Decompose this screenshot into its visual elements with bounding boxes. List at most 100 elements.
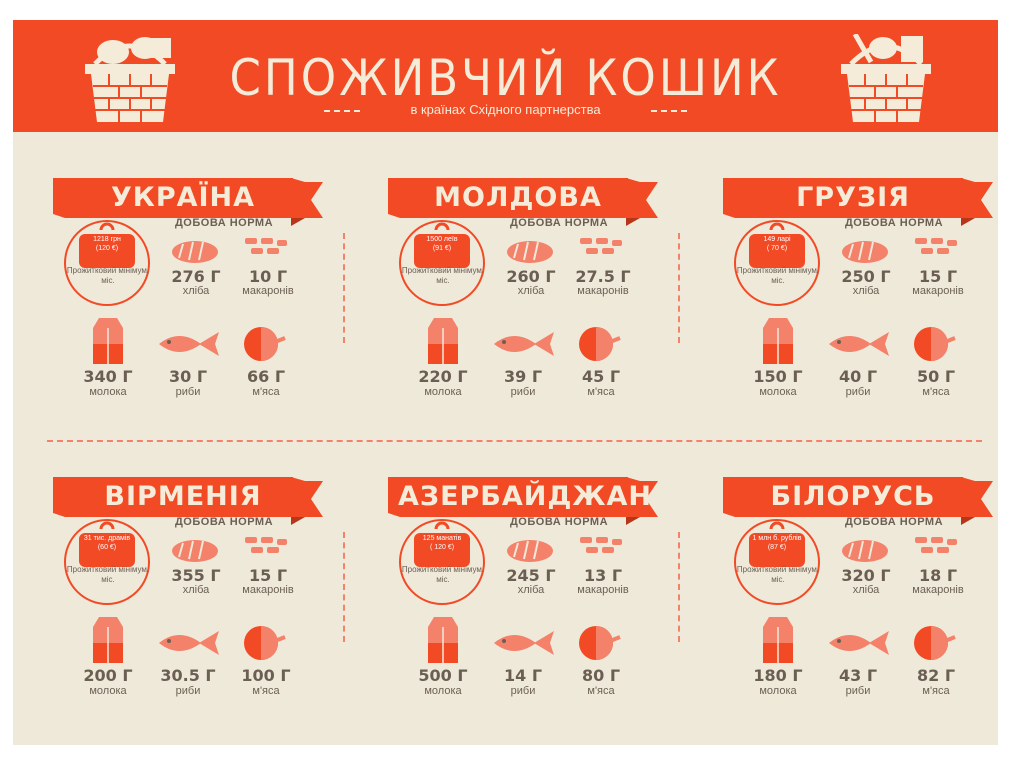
min-income-value: 149 ларі ( 70 €) xyxy=(751,235,803,253)
country-panel: ВІРМЕНІЯ 31 тис. драмів (60 €) Прожитков… xyxy=(53,467,353,717)
bread-icon xyxy=(842,241,888,263)
meat-label: м'яса xyxy=(252,386,280,398)
milk-icon xyxy=(428,318,458,364)
min-income-euro: (60 €) xyxy=(97,544,117,551)
fish-value: 30 Г xyxy=(168,367,208,386)
bread-icon xyxy=(842,540,888,562)
meat-icon xyxy=(579,626,621,660)
fish-icon xyxy=(159,631,219,655)
bread-value: 245 Г xyxy=(506,566,556,585)
min-income-value: 125 манатів ( 120 €) xyxy=(416,534,468,552)
dash-divider xyxy=(324,109,361,112)
country-name: МОЛДОВА xyxy=(434,182,602,213)
fish-icon xyxy=(829,332,889,356)
row-divider xyxy=(47,440,982,442)
pasta-value: 15 Г xyxy=(248,566,288,585)
milk-value: 150 Г xyxy=(753,367,803,386)
page-subtitle: в країнах Східного партнерства xyxy=(410,102,601,117)
pasta-label: макаронів xyxy=(242,584,294,596)
min-income-euro: (120 €) xyxy=(95,245,119,252)
country-ribbon xyxy=(388,178,658,226)
page-title: СПОЖИВЧИЙ КОШИК xyxy=(229,49,782,107)
fish-icon xyxy=(494,332,554,356)
min-income-amount: 1 млн б. рублів xyxy=(752,535,802,542)
purse-icon xyxy=(399,220,485,306)
fish-label: риби xyxy=(510,386,536,398)
pasta-label: макаронів xyxy=(912,584,964,596)
min-income-value: 31 тис. драмів (60 €) xyxy=(81,534,133,552)
meat-label: м'яса xyxy=(587,386,615,398)
meat-value: 50 Г xyxy=(916,367,956,386)
country-ribbon xyxy=(388,477,658,525)
daily-norm-label: ДОБОВА НОРМА xyxy=(174,516,274,528)
bread-icon xyxy=(172,241,218,263)
infographic-poster: СПОЖИВЧИЙ КОШИК в країнах Східного партн… xyxy=(13,20,998,745)
min-income-euro: ( 120 €) xyxy=(429,544,455,551)
milk-value: 220 Г xyxy=(418,367,468,386)
min-income-amount: 125 манатів xyxy=(422,535,462,542)
milk-label: молока xyxy=(424,386,462,398)
fish-label: риби xyxy=(175,685,201,697)
pasta-icon xyxy=(245,537,287,553)
daily-norm-label: ДОБОВА НОРМА xyxy=(844,217,944,229)
milk-icon xyxy=(428,617,458,663)
pasta-icon xyxy=(245,238,287,254)
milk-label: молока xyxy=(424,685,462,697)
country-name: УКРАЇНА xyxy=(110,182,256,213)
country-ribbon xyxy=(723,178,993,226)
bread-icon xyxy=(172,540,218,562)
country-panel: БІЛОРУСЬ 1 млн б. рублів (87 €) Прожитко… xyxy=(723,467,998,717)
bread-label: хліба xyxy=(182,584,210,596)
milk-icon xyxy=(763,617,793,663)
bread-value: 355 Г xyxy=(171,566,221,585)
min-income-caption: Прожитковий мінімум, міс. xyxy=(66,266,150,285)
min-income-amount: 1500 леїв xyxy=(426,236,458,243)
pasta-value: 15 Г xyxy=(918,267,958,286)
milk-label: молока xyxy=(759,386,797,398)
basket-icon xyxy=(841,34,931,122)
milk-icon xyxy=(93,617,123,663)
bread-value: 260 Г xyxy=(506,267,556,286)
min-income-caption: Прожитковий мінімум, міс. xyxy=(401,565,485,584)
min-income-euro: ( 70 €) xyxy=(766,245,788,252)
country-name: ГРУЗІЯ xyxy=(796,182,910,213)
min-income-caption: Прожитковий мінімум, міс. xyxy=(736,565,820,584)
meat-label: м'яса xyxy=(922,685,950,697)
bread-label: хліба xyxy=(517,584,545,596)
min-income-amount: 1218 грн xyxy=(93,236,121,243)
country-panel: АЗЕРБАЙДЖАН 125 манатів ( 120 €) Прожитк… xyxy=(388,467,688,717)
country-panel: УКРАЇНА 1218 грн (120 €) Прожитковий мін… xyxy=(53,168,353,418)
pasta-value: 10 Г xyxy=(248,267,288,286)
pasta-label: макаронів xyxy=(577,285,629,297)
milk-icon xyxy=(93,318,123,364)
purse-icon xyxy=(64,519,150,605)
column-divider xyxy=(678,532,680,642)
min-income-value: 1 млн б. рублів (87 €) xyxy=(751,534,803,552)
pasta-label: макаронів xyxy=(912,285,964,297)
meat-icon xyxy=(914,327,956,361)
meat-label: м'яса xyxy=(587,685,615,697)
fish-value: 14 Г xyxy=(503,666,543,685)
dash-divider xyxy=(650,109,687,112)
basket-icon xyxy=(85,37,175,122)
country-ribbon xyxy=(53,178,323,226)
min-income-amount: 31 тис. драмів xyxy=(83,535,131,542)
min-income-euro: (87 €) xyxy=(767,544,787,551)
header-banner: СПОЖИВЧИЙ КОШИК в країнах Східного партн… xyxy=(13,20,998,132)
country-panel: МОЛДОВА 1500 леїв (91 €) Прожитковий мін… xyxy=(388,168,688,418)
fish-value: 43 Г xyxy=(838,666,878,685)
meat-value: 45 Г xyxy=(581,367,621,386)
pasta-label: макаронів xyxy=(577,584,629,596)
meat-label: м'яса xyxy=(252,685,280,697)
purse-icon xyxy=(64,220,150,306)
purse-icon xyxy=(734,519,820,605)
fish-value: 30.5 Г xyxy=(160,666,216,685)
milk-value: 200 Г xyxy=(83,666,133,685)
fish-label: риби xyxy=(175,386,201,398)
min-income-euro: (91 €) xyxy=(432,245,452,252)
meat-icon xyxy=(914,626,956,660)
meat-label: м'яса xyxy=(922,386,950,398)
country-ribbon xyxy=(723,477,993,525)
bread-value: 276 Г xyxy=(171,267,221,286)
fish-icon xyxy=(829,631,889,655)
